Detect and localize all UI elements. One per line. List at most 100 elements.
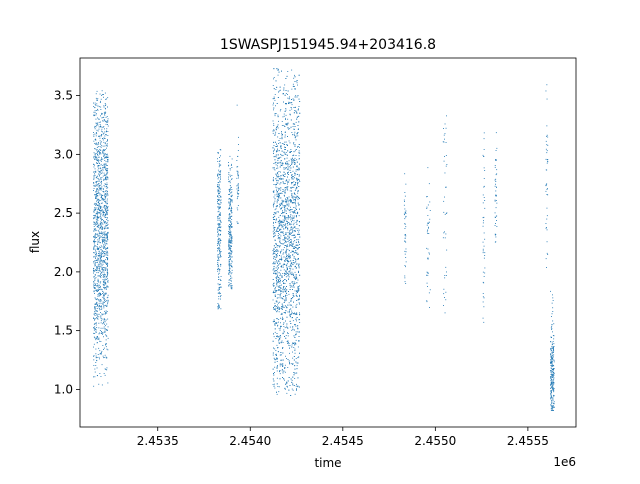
data-point xyxy=(273,383,275,385)
data-point xyxy=(107,274,108,276)
data-point xyxy=(282,323,284,325)
data-point xyxy=(100,306,101,308)
data-point xyxy=(97,155,99,157)
data-point xyxy=(298,204,300,206)
data-point xyxy=(99,200,101,201)
data-point xyxy=(94,307,96,309)
data-point xyxy=(291,69,293,71)
data-point xyxy=(99,269,100,271)
data-point xyxy=(99,270,101,272)
data-point xyxy=(100,256,102,258)
data-point xyxy=(288,234,290,236)
data-point xyxy=(218,190,220,192)
data-point xyxy=(287,172,289,173)
data-point xyxy=(218,272,220,274)
data-point xyxy=(229,256,231,258)
data-point xyxy=(101,177,103,178)
data-point xyxy=(105,267,107,269)
data-point xyxy=(237,196,238,198)
data-point xyxy=(295,222,297,223)
data-point xyxy=(93,175,95,177)
data-point xyxy=(100,289,102,291)
data-point xyxy=(551,392,552,393)
data-point xyxy=(273,109,274,111)
data-point xyxy=(292,383,294,385)
data-point xyxy=(97,216,99,218)
data-point xyxy=(277,174,279,176)
data-point xyxy=(99,286,101,288)
data-point xyxy=(290,262,292,264)
data-point xyxy=(273,107,275,109)
data-point xyxy=(106,192,108,194)
data-point xyxy=(229,279,231,281)
data-point xyxy=(281,207,283,208)
data-point xyxy=(228,178,229,180)
data-point xyxy=(96,337,98,339)
data-point xyxy=(95,357,97,359)
data-point xyxy=(273,290,274,292)
data-point xyxy=(277,114,279,116)
data-point xyxy=(100,170,102,172)
data-point xyxy=(98,313,100,315)
data-point xyxy=(291,196,293,198)
data-point xyxy=(102,241,104,242)
data-point xyxy=(102,231,104,233)
data-point xyxy=(238,136,239,138)
data-point xyxy=(105,222,107,224)
data-point xyxy=(279,285,281,287)
data-point xyxy=(272,225,274,227)
data-point xyxy=(288,196,290,198)
data-point xyxy=(545,190,547,192)
data-point xyxy=(106,275,108,277)
data-point xyxy=(284,195,285,197)
data-point xyxy=(296,219,298,221)
data-point xyxy=(102,113,103,115)
data-point xyxy=(97,295,99,297)
data-point xyxy=(97,184,99,185)
data-point xyxy=(275,300,277,302)
data-point xyxy=(229,268,231,270)
data-point xyxy=(290,378,292,380)
data-point xyxy=(283,225,285,226)
data-point xyxy=(275,206,277,208)
data-point xyxy=(217,174,218,176)
data-point xyxy=(286,244,288,246)
data-point xyxy=(102,145,104,147)
data-point xyxy=(296,276,297,278)
data-point xyxy=(97,175,99,177)
data-point xyxy=(482,154,484,156)
data-point xyxy=(96,176,98,178)
data-point xyxy=(95,155,96,157)
data-point xyxy=(97,225,99,227)
data-point xyxy=(482,222,484,224)
data-point xyxy=(279,241,280,243)
data-point xyxy=(106,323,108,325)
data-point xyxy=(285,90,287,91)
data-point xyxy=(284,146,285,148)
data-point xyxy=(218,254,220,256)
data-point xyxy=(107,296,109,298)
data-point xyxy=(285,289,287,291)
data-point xyxy=(290,268,292,270)
data-point xyxy=(284,211,286,213)
data-point xyxy=(218,206,220,208)
data-point xyxy=(292,217,294,219)
data-point xyxy=(231,236,233,238)
data-point xyxy=(292,244,294,245)
data-point xyxy=(103,233,104,235)
data-point xyxy=(237,196,239,197)
data-point xyxy=(229,225,231,227)
data-point xyxy=(228,247,230,248)
data-point xyxy=(546,125,548,127)
data-point xyxy=(106,237,108,239)
data-point xyxy=(217,218,219,220)
data-point xyxy=(483,138,485,140)
data-point xyxy=(547,144,549,146)
data-point xyxy=(97,180,99,182)
data-point xyxy=(296,389,297,391)
data-point xyxy=(93,323,95,325)
data-point xyxy=(276,279,277,281)
data-point xyxy=(106,212,108,214)
data-point xyxy=(106,198,108,200)
data-point xyxy=(495,200,497,201)
